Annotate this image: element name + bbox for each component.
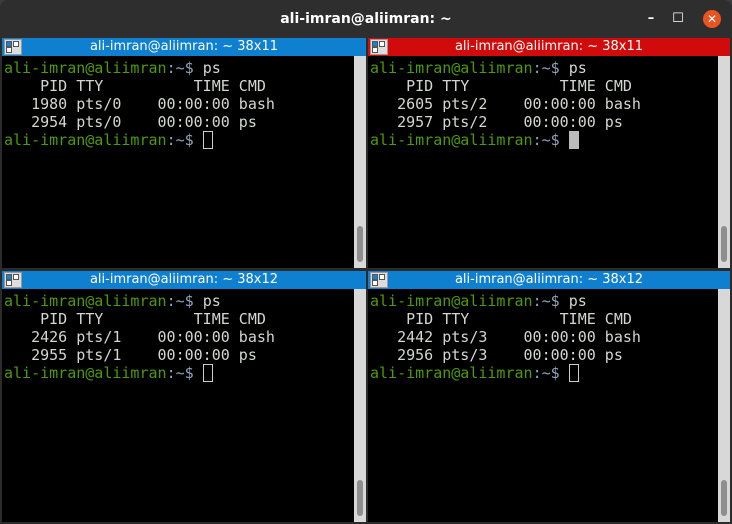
scrollbar-thumb[interactable] [357,480,363,516]
cursor [202,364,213,382]
scrollbar[interactable] [718,56,730,268]
window-title: ali-imran@aliimran: ~ [280,11,452,27]
ps-header: PID TTY TIME CMD [370,77,632,95]
command: ps [202,59,221,77]
scrollbar[interactable] [354,289,366,522]
prompt-path: :~$ [166,364,194,382]
prompt-user: ali-imran@aliimran [4,364,167,382]
pane-title: ali-imran@aliimran: ~ 38x12 [89,272,279,287]
scrollbar-thumb[interactable] [721,226,727,262]
grouping-menu-icon[interactable] [370,272,388,288]
ps-header: PID TTY TIME CMD [370,310,632,328]
ps-row-1: 2442 pts/3 00:00:00 bash [370,328,641,346]
terminal-pane[interactable]: ali-imran@aliimran: ~ 38x12 ali-imran@al… [2,271,366,522]
scrollbar[interactable] [354,56,366,268]
ps-row-1: 1980 pts/0 00:00:00 bash [4,95,275,113]
ps-header: PID TTY TIME CMD [4,77,266,95]
prompt-path: :~$ [532,292,560,310]
terminal-output[interactable]: ali-imran@aliimran:~$ ps PID TTY TIME CM… [2,56,354,268]
terminal-pane[interactable]: ali-imran@aliimran: ~ 38x12 ali-imran@al… [368,271,730,522]
pane-titlebar[interactable]: ali-imran@aliimran: ~ 38x12 [2,271,366,289]
maximize-button[interactable]: ☐ [672,11,684,26]
ps-row-2: 2957 pts/2 00:00:00 ps [370,113,623,131]
window-titlebar[interactable]: ali-imran@aliimran: ~ – ☐ ✕ [0,0,732,38]
pane-titlebar[interactable]: ali-imran@aliimran: ~ 38x11 [368,38,730,56]
terminal-output[interactable]: ali-imran@aliimran:~$ ps PID TTY TIME CM… [368,56,718,268]
pane-titlebar[interactable]: ali-imran@aliimran: ~ 38x11 [2,38,366,56]
scrollbar-thumb[interactable] [357,226,363,262]
grouping-menu-icon[interactable] [4,39,22,55]
minimize-button[interactable]: – [647,11,655,26]
ps-row-2: 2954 pts/0 00:00:00 ps [4,113,257,131]
prompt-path: :~$ [532,59,560,77]
prompt-user: ali-imran@aliimran [370,131,533,149]
ps-row-1: 2426 pts/1 00:00:00 bash [4,328,275,346]
command: ps [202,292,221,310]
ps-header: PID TTY TIME CMD [4,310,266,328]
prompt-path: :~$ [166,59,194,77]
prompt-path: :~$ [166,292,194,310]
terminal-pane[interactable]: ali-imran@aliimran: ~ 38x11 ali-imran@al… [2,38,366,268]
prompt-user: ali-imran@aliimran [4,292,167,310]
command: ps [568,292,587,310]
prompt-user: ali-imran@aliimran [4,59,167,77]
ps-row-2: 2956 pts/3 00:00:00 ps [370,346,623,364]
prompt-user: ali-imran@aliimran [4,131,167,149]
prompt-user: ali-imran@aliimran [370,292,533,310]
terminal-output[interactable]: ali-imran@aliimran:~$ ps PID TTY TIME CM… [368,289,718,522]
cursor [568,364,579,382]
prompt-path: :~$ [532,131,560,149]
terminal-output[interactable]: ali-imran@aliimran:~$ ps PID TTY TIME CM… [2,289,354,522]
cursor [568,131,579,149]
pane-title: ali-imran@aliimran: ~ 38x12 [454,272,644,287]
grouping-menu-icon[interactable] [4,272,22,288]
cursor [202,131,213,149]
ps-row-2: 2955 pts/1 00:00:00 ps [4,346,257,364]
prompt-user: ali-imran@aliimran [370,364,533,382]
terminal-pane[interactable]: ali-imran@aliimran: ~ 38x11 ali-imran@al… [368,38,730,268]
scrollbar-thumb[interactable] [721,480,727,516]
pane-titlebar[interactable]: ali-imran@aliimran: ~ 38x12 [368,271,730,289]
pane-title: ali-imran@aliimran: ~ 38x11 [454,39,644,54]
close-button[interactable]: ✕ [703,10,721,28]
ps-row-1: 2605 pts/2 00:00:00 bash [370,95,641,113]
prompt-path: :~$ [532,364,560,382]
pane-title: ali-imran@aliimran: ~ 38x11 [89,39,279,54]
command: ps [568,59,587,77]
grouping-menu-icon[interactable] [370,39,388,55]
scrollbar[interactable] [718,289,730,522]
prompt-path: :~$ [166,131,194,149]
prompt-user: ali-imran@aliimran [370,59,533,77]
